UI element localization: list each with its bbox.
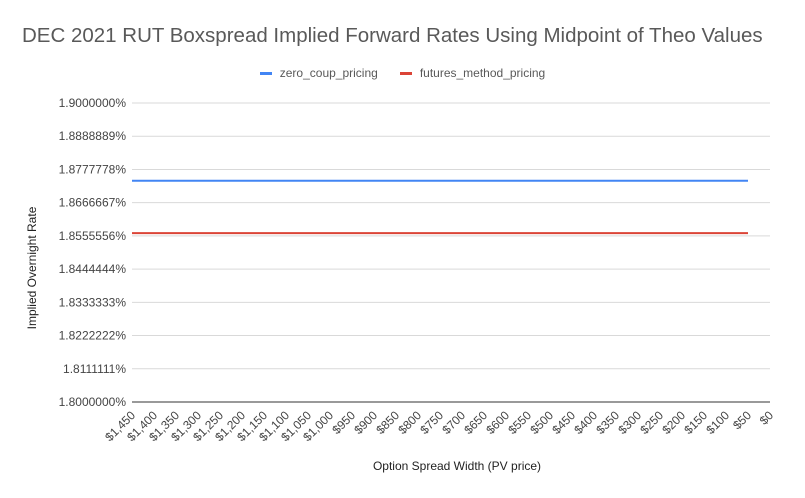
legend-item-futures-method[interactable]: futures_method_pricing (399, 66, 546, 80)
y-tick-label: 1.8888889% (59, 129, 127, 143)
x-tick-label: $300 (615, 408, 644, 437)
x-tick-label: $850 (373, 408, 402, 437)
y-tick-label: 1.8555556% (59, 229, 127, 243)
y-axis-tick-labels: 1.8000000% 1.8111111% 1.8222222% 1.8333333%… (59, 96, 127, 409)
y-tick-label: 1.8111111% (63, 362, 126, 376)
x-tick-label: $700 (439, 408, 468, 437)
x-tick-label: $250 (637, 408, 666, 437)
x-tick-label: $750 (417, 408, 446, 437)
x-tick-label: $150 (681, 408, 710, 437)
y-tick-label: 1.8222222% (59, 329, 127, 343)
legend-label-zero-coup: zero_coup_pricing (279, 66, 378, 80)
legend-label-futures-method: futures_method_pricing (419, 66, 546, 80)
x-tick-label: $550 (505, 408, 534, 437)
x-tick-label: $50 (730, 408, 754, 432)
y-tick-label: 1.8000000% (59, 395, 127, 409)
x-tick-label: $100 (703, 408, 732, 437)
x-tick-label: $500 (527, 408, 556, 437)
y-tick-label: 1.8444444% (59, 262, 127, 276)
legend: zero_coup_pricing futures_method_pricing (0, 66, 805, 80)
x-axis-label: Option Spread Width (PV price) (373, 459, 541, 473)
x-tick-label: $200 (659, 408, 688, 437)
x-tick-label: $400 (571, 408, 600, 437)
x-tick-label: $800 (395, 408, 424, 437)
y-tick-label: 1.8333333% (59, 295, 127, 309)
x-tick-label: $0 (757, 408, 777, 428)
y-tick-label: 1.9000000% (59, 96, 127, 110)
gridlines (132, 102, 770, 403)
x-tick-label: $900 (351, 408, 380, 437)
y-tick-label: 1.8666667% (59, 196, 127, 210)
y-tick-label: 1.8777778% (59, 162, 127, 176)
x-tick-label: $450 (549, 408, 578, 437)
legend-item-zero-coup[interactable]: zero_coup_pricing (259, 66, 378, 80)
x-axis-tick-labels: $1,450$1,400$1,350$1,300$1,250$1,200$1,1… (102, 408, 776, 444)
series-lines (132, 179, 748, 235)
legend-swatch-zero-coup (259, 71, 272, 75)
x-tick-label: $950 (329, 408, 358, 437)
chart-title: DEC 2021 RUT Boxspread Implied Forward R… (22, 24, 763, 47)
x-tick-label: $650 (461, 408, 490, 437)
x-tick-label: $350 (593, 408, 622, 437)
y-axis-label: Implied Overnight Rate (25, 206, 39, 329)
x-tick-label: $600 (483, 408, 512, 437)
legend-swatch-futures-method (399, 71, 412, 75)
